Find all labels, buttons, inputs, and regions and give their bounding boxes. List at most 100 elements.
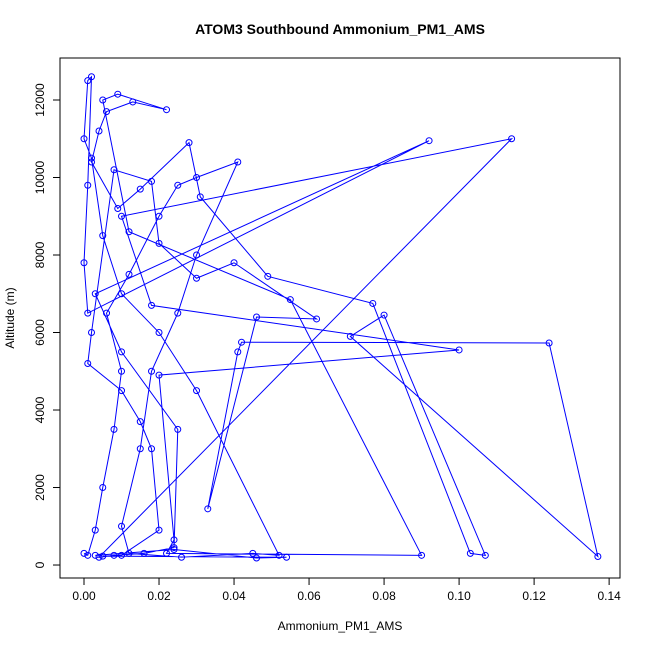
data-point bbox=[545, 339, 553, 347]
data-point bbox=[91, 290, 99, 298]
data-point bbox=[178, 553, 186, 561]
data-point bbox=[88, 154, 96, 162]
y-tick-label: 12000 bbox=[33, 83, 47, 117]
data-point bbox=[125, 549, 133, 557]
data-point bbox=[346, 332, 354, 340]
x-tick-label: 0.04 bbox=[222, 589, 246, 603]
data-point bbox=[99, 232, 107, 240]
data-line bbox=[83, 75, 599, 559]
data-point bbox=[136, 445, 144, 453]
data-point bbox=[103, 309, 111, 317]
data-point bbox=[118, 367, 126, 375]
data-point bbox=[155, 329, 163, 337]
data-point bbox=[196, 193, 204, 201]
y-tick-label: 8000 bbox=[33, 241, 47, 268]
data-point bbox=[91, 551, 99, 559]
plot-frame bbox=[59, 57, 621, 579]
data-point bbox=[80, 259, 88, 267]
data-point bbox=[418, 551, 426, 559]
data-point bbox=[193, 251, 201, 259]
data-point bbox=[110, 551, 118, 559]
data-point bbox=[84, 77, 92, 85]
data-point bbox=[170, 546, 178, 554]
data-point bbox=[136, 418, 144, 426]
data-point bbox=[99, 484, 107, 492]
data-point bbox=[264, 272, 272, 280]
data-point bbox=[110, 166, 118, 174]
data-point bbox=[129, 98, 137, 106]
data-point bbox=[193, 274, 201, 282]
data-point bbox=[313, 315, 321, 323]
data-point bbox=[508, 135, 516, 143]
x-axis-label: Ammonium_PM1_AMS bbox=[278, 619, 403, 633]
data-point bbox=[136, 185, 144, 193]
data-point bbox=[103, 108, 111, 116]
x-tick-label: 0.14 bbox=[597, 589, 621, 603]
data-point bbox=[148, 301, 156, 309]
data-point bbox=[155, 212, 163, 220]
y-axis-label: Altitude (m) bbox=[3, 287, 17, 348]
data-point bbox=[238, 338, 246, 346]
data-point bbox=[455, 346, 463, 354]
y-tick-label: 4000 bbox=[33, 396, 47, 423]
data-point bbox=[80, 549, 88, 557]
data-point bbox=[95, 553, 103, 561]
data-point bbox=[99, 552, 107, 560]
data-point bbox=[163, 106, 171, 114]
data-point bbox=[84, 551, 92, 559]
y-tick-label: 0 bbox=[33, 561, 47, 568]
data-point bbox=[249, 549, 257, 557]
data-point bbox=[88, 329, 96, 337]
x-tick-label: 0.00 bbox=[72, 589, 96, 603]
chart-title: ATOM3 Southbound Ammonium_PM1_AMS bbox=[195, 21, 485, 37]
data-point bbox=[125, 270, 133, 278]
data-point bbox=[140, 549, 148, 557]
data-point bbox=[118, 348, 126, 356]
data-point bbox=[99, 96, 107, 104]
data-point bbox=[80, 135, 88, 143]
x-tick-label: 0.10 bbox=[447, 589, 471, 603]
data-point bbox=[234, 348, 242, 356]
x-tick-label: 0.12 bbox=[522, 589, 546, 603]
data-point bbox=[155, 371, 163, 379]
data-point bbox=[155, 239, 163, 247]
data-point bbox=[84, 360, 92, 368]
data-point bbox=[114, 205, 122, 213]
data-point bbox=[234, 158, 242, 166]
data-point bbox=[125, 228, 133, 236]
data-point bbox=[148, 177, 156, 185]
data-point bbox=[148, 367, 156, 375]
data-point bbox=[88, 158, 96, 166]
data-point bbox=[118, 551, 126, 559]
data-point bbox=[174, 181, 182, 189]
data-point bbox=[286, 296, 294, 304]
data-point bbox=[380, 311, 388, 319]
y-tick-label: 2000 bbox=[33, 474, 47, 501]
data-point bbox=[118, 387, 126, 395]
data-point bbox=[95, 127, 103, 135]
data-point bbox=[425, 137, 433, 145]
data-point bbox=[466, 549, 474, 557]
data-point bbox=[253, 554, 261, 562]
data-point bbox=[204, 505, 212, 513]
data-point bbox=[118, 290, 126, 298]
data-point bbox=[174, 309, 182, 317]
data-point bbox=[114, 90, 122, 98]
x-tick-label: 0.02 bbox=[147, 589, 171, 603]
y-tick-label: 10000 bbox=[33, 161, 47, 195]
data-point bbox=[275, 551, 283, 559]
data-point bbox=[193, 174, 201, 182]
data-point bbox=[193, 387, 201, 395]
data-point bbox=[118, 212, 126, 220]
data-point bbox=[253, 313, 261, 321]
x-tick-label: 0.06 bbox=[297, 589, 321, 603]
data-point bbox=[481, 551, 489, 559]
data-point bbox=[369, 299, 377, 307]
x-tick-label: 0.08 bbox=[372, 589, 396, 603]
data-point bbox=[84, 309, 92, 317]
data-point bbox=[88, 73, 96, 81]
data-point bbox=[185, 139, 193, 147]
data-point bbox=[110, 425, 118, 433]
data-point bbox=[170, 544, 178, 552]
data-point bbox=[84, 181, 92, 189]
